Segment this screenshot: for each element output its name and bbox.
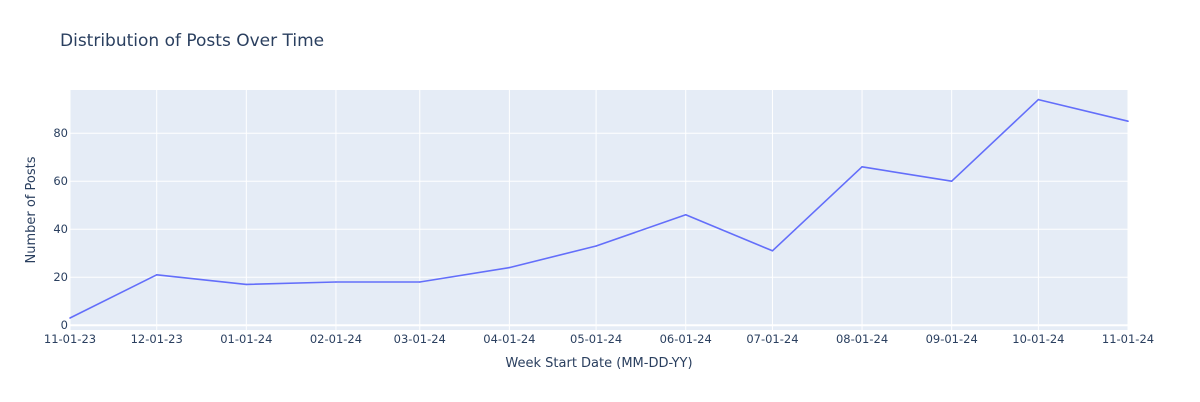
data-point bbox=[684, 214, 687, 216]
x-tick-label: 10-01-24 bbox=[1012, 332, 1064, 346]
x-tick-label: 11-01-24 bbox=[1102, 332, 1154, 346]
data-point bbox=[1037, 98, 1040, 101]
data-point bbox=[950, 180, 953, 182]
grid-lines bbox=[69, 90, 1129, 330]
y-tick-label: 60 bbox=[53, 174, 68, 188]
x-tick-label: 05-01-24 bbox=[570, 332, 622, 346]
data-point bbox=[771, 250, 774, 252]
x-tick-label: 12-01-23 bbox=[131, 332, 183, 346]
y-tick-label: 0 bbox=[61, 318, 68, 332]
y-tick-label: 40 bbox=[53, 222, 68, 236]
x-tick-label: 01-01-24 bbox=[220, 332, 272, 346]
x-tick-label: 08-01-24 bbox=[836, 332, 888, 346]
x-tick-label: 07-01-24 bbox=[746, 332, 798, 346]
plot-background bbox=[70, 90, 1128, 330]
x-tick-label: 09-01-24 bbox=[926, 332, 978, 346]
x-tick-label: 06-01-24 bbox=[660, 332, 712, 346]
y-axis-title: Number of Posts bbox=[24, 156, 39, 263]
y-tick-label: 20 bbox=[53, 270, 68, 284]
x-tick-label: 02-01-24 bbox=[310, 332, 362, 346]
data-point bbox=[861, 166, 863, 168]
data-point bbox=[508, 266, 511, 269]
data-point bbox=[69, 317, 71, 319]
data-point bbox=[418, 281, 421, 283]
y-tick-label: 80 bbox=[53, 126, 68, 140]
x-axis-title: Week Start Date (MM-DD-YY) bbox=[505, 356, 692, 371]
x-axis-ticks: 11-01-23 12-01-23 01-01-24 02-01-24 03-01-24… bbox=[44, 332, 1154, 346]
data-point bbox=[335, 281, 337, 283]
x-tick-label: 03-01-24 bbox=[394, 332, 446, 346]
data-point bbox=[155, 274, 158, 276]
data-point bbox=[1127, 120, 1129, 122]
x-tick-label: 04-01-24 bbox=[483, 332, 535, 346]
x-tick-label: 11-01-23 bbox=[44, 332, 96, 346]
y-axis-ticks: 0 20 40 60 80 bbox=[53, 126, 68, 332]
data-point bbox=[245, 283, 248, 286]
data-point bbox=[595, 245, 597, 247]
series-layer bbox=[69, 98, 1129, 319]
chart-title: Distribution of Posts Over Time bbox=[60, 31, 324, 51]
